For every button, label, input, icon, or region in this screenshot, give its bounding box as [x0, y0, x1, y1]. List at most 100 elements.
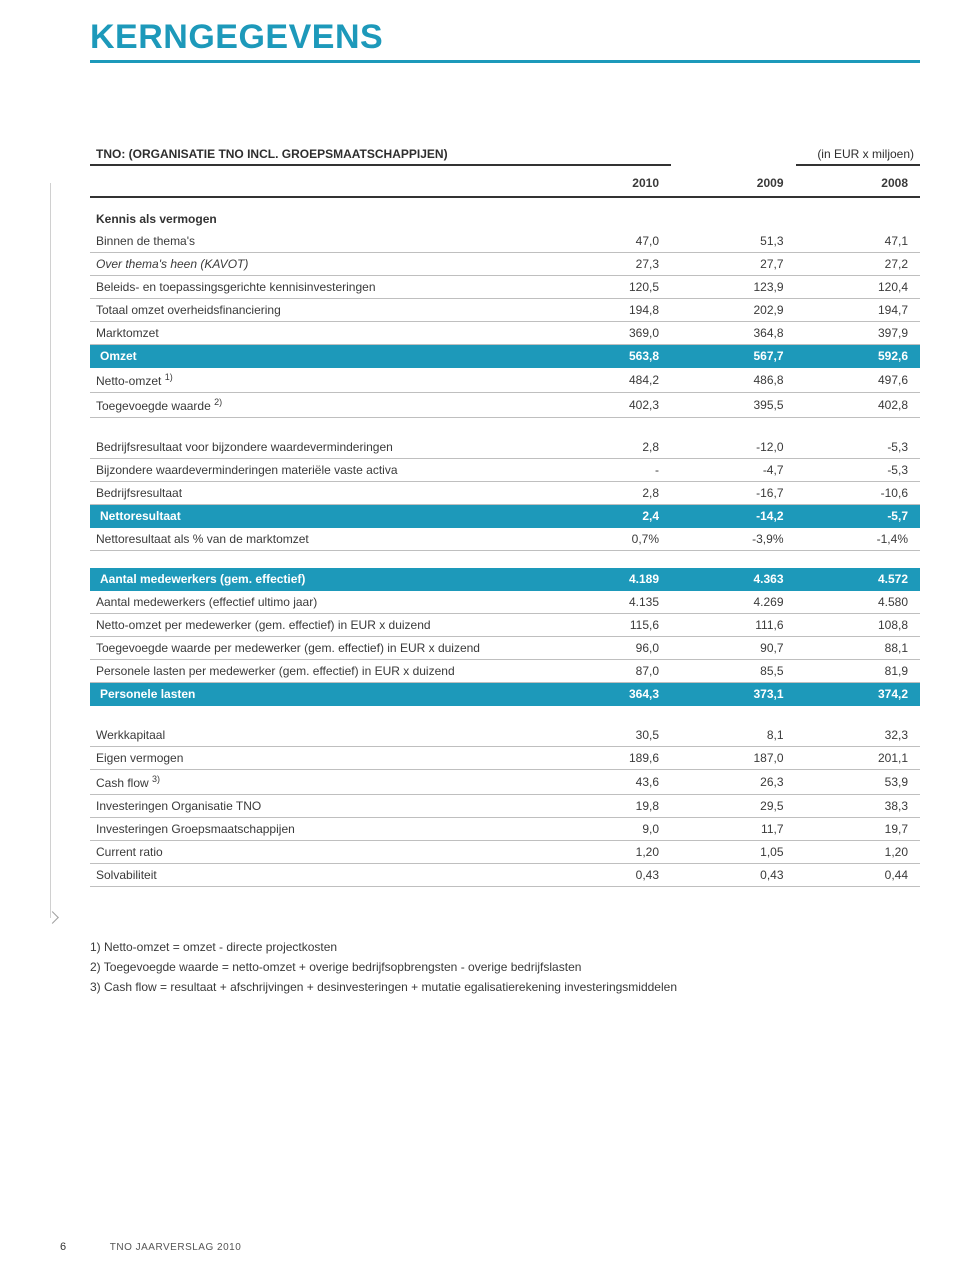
row-value: 563,8: [547, 345, 672, 368]
row-value: 0,44: [796, 863, 921, 886]
row-value: -10,6: [796, 481, 921, 504]
table-row: Aantal medewerkers (effectief ultimo jaa…: [90, 591, 920, 614]
row-value: 0,43: [671, 863, 796, 886]
row-value: 1,20: [547, 840, 672, 863]
row-value: 4.135: [547, 591, 672, 614]
row-value: 81,9: [796, 660, 921, 683]
row-value: 592,6: [796, 345, 921, 368]
table-row: Bedrijfsresultaat voor bijzondere waarde…: [90, 436, 920, 459]
footnotes: 1) Netto-omzet = omzet - directe project…: [90, 937, 920, 998]
row-value: 108,8: [796, 614, 921, 637]
row-value: 96,0: [547, 637, 672, 660]
row-label: Beleids- en toepassingsgerichte kennisin…: [90, 276, 547, 299]
table-row: Netto-omzet 1)484,2486,8497,6: [90, 368, 920, 393]
table-row: Aantal medewerkers (gem. effectief)4.189…: [90, 568, 920, 591]
row-value: 38,3: [796, 794, 921, 817]
row-value: 0,7%: [547, 527, 672, 550]
row-label: Netto-omzet per medewerker (gem. effecti…: [90, 614, 547, 637]
row-value: 11,7: [671, 817, 796, 840]
table-row: Toegevoegde waarde per medewerker (gem. …: [90, 637, 920, 660]
table-row: Totaal omzet overheidsfinanciering194,82…: [90, 299, 920, 322]
row-value: 2,8: [547, 436, 672, 459]
row-label: Solvabiliteit: [90, 863, 547, 886]
row-value: 90,7: [671, 637, 796, 660]
row-value: 484,2: [547, 368, 672, 393]
year-header: 2010: [547, 165, 672, 197]
row-value: 194,7: [796, 299, 921, 322]
table-row: Beleids- en toepassingsgerichte kennisin…: [90, 276, 920, 299]
table-row: Werkkapitaal30,58,132,3: [90, 724, 920, 747]
kerngegevens-table: TNO: (ORGANISATIE TNO INCL. GROEPSMAATSC…: [90, 143, 920, 887]
row-value: 373,1: [671, 683, 796, 706]
table-row: Netto-omzet per medewerker (gem. effecti…: [90, 614, 920, 637]
row-value: 201,1: [796, 746, 921, 769]
table-row: Bedrijfsresultaat2,8-16,7-10,6: [90, 481, 920, 504]
row-value: 85,5: [671, 660, 796, 683]
row-value: 19,8: [547, 794, 672, 817]
table-row: Omzet563,8567,7592,6: [90, 345, 920, 368]
row-value: 364,3: [547, 683, 672, 706]
row-value: 369,0: [547, 322, 672, 345]
row-label: Bedrijfsresultaat: [90, 481, 547, 504]
row-value: 4.572: [796, 568, 921, 591]
row-label: Toegevoegde waarde per medewerker (gem. …: [90, 637, 547, 660]
row-value: -16,7: [671, 481, 796, 504]
row-value: 1,05: [671, 840, 796, 863]
row-value: 115,6: [547, 614, 672, 637]
row-value: 2,4: [547, 504, 672, 527]
row-value: 202,9: [671, 299, 796, 322]
row-value: 47,1: [796, 230, 921, 253]
row-value: 402,8: [796, 393, 921, 418]
table-row: Eigen vermogen189,6187,0201,1: [90, 746, 920, 769]
row-label: Bijzondere waardeverminderingen materiël…: [90, 458, 547, 481]
row-value: 120,5: [547, 276, 672, 299]
row-label: Bedrijfsresultaat voor bijzondere waarde…: [90, 436, 547, 459]
row-value: 194,8: [547, 299, 672, 322]
row-value: 8,1: [671, 724, 796, 747]
footnote-line: 3) Cash flow = resultaat + afschrijvinge…: [90, 977, 920, 997]
section-heading: Kennis als vermogen: [90, 197, 920, 230]
row-value: 1,20: [796, 840, 921, 863]
row-label: Investeringen Organisatie TNO: [90, 794, 547, 817]
table-row: Binnen de thema's47,051,347,1: [90, 230, 920, 253]
row-value: -14,2: [671, 504, 796, 527]
table-subtitle: TNO: (ORGANISATIE TNO INCL. GROEPSMAATSC…: [90, 143, 671, 164]
row-value: 32,3: [796, 724, 921, 747]
year-header: 2009: [671, 165, 796, 197]
row-value: 30,5: [547, 724, 672, 747]
row-value: 4.189: [547, 568, 672, 591]
table-row: Toegevoegde waarde 2)402,3395,5402,8: [90, 393, 920, 418]
row-label: Toegevoegde waarde 2): [90, 393, 547, 418]
row-label: Investeringen Groepsmaatschappijen: [90, 817, 547, 840]
row-value: 2,8: [547, 481, 672, 504]
row-value: 395,5: [671, 393, 796, 418]
row-label: Cash flow 3): [90, 769, 547, 794]
row-value: 567,7: [671, 345, 796, 368]
row-label: Nettoresultaat: [90, 504, 547, 527]
row-label: Aantal medewerkers (gem. effectief): [90, 568, 547, 591]
row-value: 29,5: [671, 794, 796, 817]
row-value: 120,4: [796, 276, 921, 299]
row-value: 27,7: [671, 253, 796, 276]
row-label: Personele lasten: [90, 683, 547, 706]
row-value: 123,9: [671, 276, 796, 299]
row-value: 402,3: [547, 393, 672, 418]
row-value: 51,3: [671, 230, 796, 253]
row-value: -: [547, 458, 672, 481]
row-value: 53,9: [796, 769, 921, 794]
row-value: 497,6: [796, 368, 921, 393]
row-label: Nettoresultaat als % van de marktomzet: [90, 527, 547, 550]
unit-label: (in EUR x miljoen): [796, 143, 921, 164]
table-row: Investeringen Groepsmaatschappijen9,011,…: [90, 817, 920, 840]
year-header: 2008: [796, 165, 921, 197]
row-label: Aantal medewerkers (effectief ultimo jaa…: [90, 591, 547, 614]
table-row: Personele lasten364,3373,1374,2: [90, 683, 920, 706]
row-value: 364,8: [671, 322, 796, 345]
row-value: 43,6: [547, 769, 672, 794]
table-row: Solvabiliteit0,430,430,44: [90, 863, 920, 886]
row-label: Eigen vermogen: [90, 746, 547, 769]
row-label: Personele lasten per medewerker (gem. ef…: [90, 660, 547, 683]
row-label: Totaal omzet overheidsfinanciering: [90, 299, 547, 322]
row-value: -5,7: [796, 504, 921, 527]
row-value: 111,6: [671, 614, 796, 637]
